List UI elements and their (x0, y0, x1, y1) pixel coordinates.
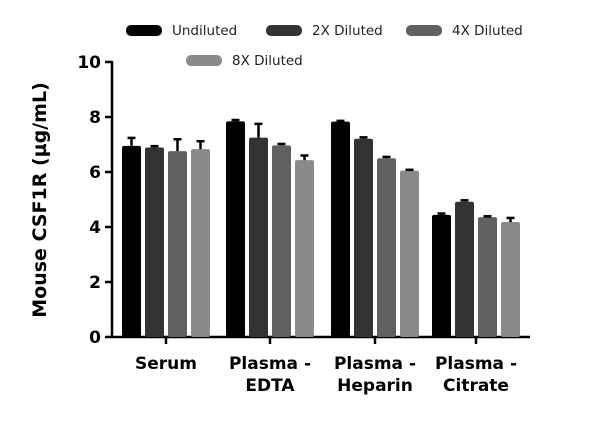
bar (400, 170, 419, 337)
y-tick-label: 4 (89, 218, 101, 238)
legend-swatch (126, 25, 162, 36)
x-tick-label: Heparin (337, 376, 413, 396)
x-tick-label: Citrate (443, 376, 509, 396)
bar (354, 138, 373, 337)
bar (478, 217, 497, 337)
bar (432, 214, 451, 337)
bar (455, 201, 474, 337)
bar (122, 145, 141, 337)
legend-swatch (266, 25, 302, 36)
legend-label: 4X Diluted (452, 23, 523, 39)
legend: Undiluted 2X Diluted 4X Diluted 8X Diluted (126, 23, 523, 69)
legend-label: 2X Diluted (312, 23, 383, 39)
bar (295, 160, 314, 337)
y-tick-label: 10 (77, 53, 101, 73)
bar (501, 222, 520, 337)
bar (249, 137, 268, 337)
y-axis-label: Mouse CSF1R (µg/mL) (29, 82, 51, 318)
legend-swatch (186, 55, 222, 66)
x-tick-label: Plasma - (435, 354, 517, 374)
bar (168, 151, 187, 337)
x-tick-label: Plasma - (334, 354, 416, 374)
y-tick-label: 0 (89, 328, 101, 348)
legend-swatch (406, 25, 442, 36)
y-tick-label: 2 (89, 273, 101, 293)
bars (122, 118, 520, 338)
bar (191, 149, 210, 337)
bar (331, 121, 350, 337)
x-tick-label: Plasma - (229, 354, 311, 374)
bar (145, 147, 164, 337)
bar (377, 158, 396, 337)
x-tick-label: Serum (135, 354, 197, 374)
legend-label: 8X Diluted (232, 53, 303, 69)
y-tick-label: 8 (89, 108, 101, 128)
x-tick-label: EDTA (245, 376, 295, 396)
bar (272, 145, 291, 337)
legend-label: Undiluted (172, 23, 237, 39)
y-tick-label: 6 (89, 163, 101, 183)
bar (226, 121, 245, 338)
